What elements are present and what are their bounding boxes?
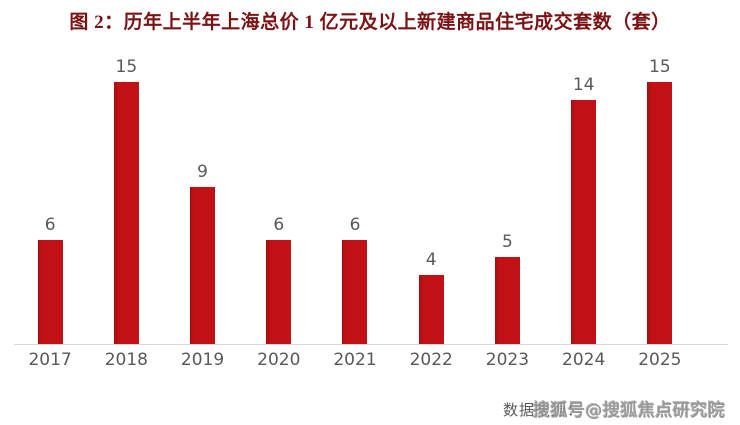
bar-group-2018: 15	[88, 58, 164, 345]
bar-group-2023: 5	[469, 233, 545, 345]
bar-2017	[37, 240, 63, 345]
bar-group-2021: 6	[317, 216, 393, 345]
x-tick-label-2022: 2022	[409, 350, 453, 370]
bar-value-label: 6	[44, 215, 56, 236]
bar-value-label: 15	[649, 57, 671, 78]
data-source-label: 数据来源：	[503, 401, 584, 419]
bar-2018	[113, 82, 139, 345]
sohu-watermark: 搜狐号@搜狐焦点研究院	[533, 401, 726, 421]
bar-chart-plot-area: 6 15 9 6 6 4 5 14 15	[12, 40, 698, 345]
bar-value-label: 15	[115, 57, 138, 78]
x-tick-label-2025: 2025	[638, 350, 682, 370]
bar-group-2020: 6	[241, 216, 317, 345]
bar-group-2024: 14	[546, 76, 622, 345]
bar-value-label: 4	[425, 250, 437, 271]
bar-value-label: 14	[572, 75, 595, 96]
bar-2022	[418, 275, 444, 345]
bar-value-label: 6	[349, 215, 361, 236]
bar-value-label: 6	[273, 215, 285, 236]
bar-group-2019: 9	[164, 163, 240, 345]
bar-group-2017: 6	[12, 216, 88, 345]
bar-group-2022: 4	[393, 251, 469, 345]
x-tick-label-2023: 2023	[485, 350, 530, 370]
x-tick-label-2021: 2021	[333, 350, 377, 370]
x-tick-label-2019: 2019	[180, 350, 225, 370]
chart-title: 图 2：历年上半年上海总价 1 亿元及以上新建商品住宅成交套数（套）	[69, 12, 671, 33]
bar-2021	[342, 240, 368, 345]
bar-2020	[266, 240, 292, 345]
bar-2024	[571, 100, 597, 345]
bar-2023	[494, 257, 520, 345]
x-tick-label-2020: 2020	[257, 350, 301, 370]
bar-value-label: 9	[197, 162, 208, 183]
chart-footer: 数据来源： 搜狐号@搜狐焦点研究院	[503, 393, 728, 421]
x-tick-label-2018: 2018	[104, 350, 148, 370]
bar-2025	[647, 82, 673, 345]
bar-value-label: 5	[502, 232, 513, 253]
bar-group-2025: 15	[622, 58, 698, 345]
x-axis-tick-labels: 2017 2018 2019 2020 2021 2022 2023 2024 2025	[12, 350, 698, 370]
x-tick-label-2024: 2024	[562, 350, 606, 370]
x-tick-label-2017: 2017	[28, 350, 72, 370]
bar-2019	[190, 187, 216, 345]
x-axis-line	[14, 344, 728, 345]
